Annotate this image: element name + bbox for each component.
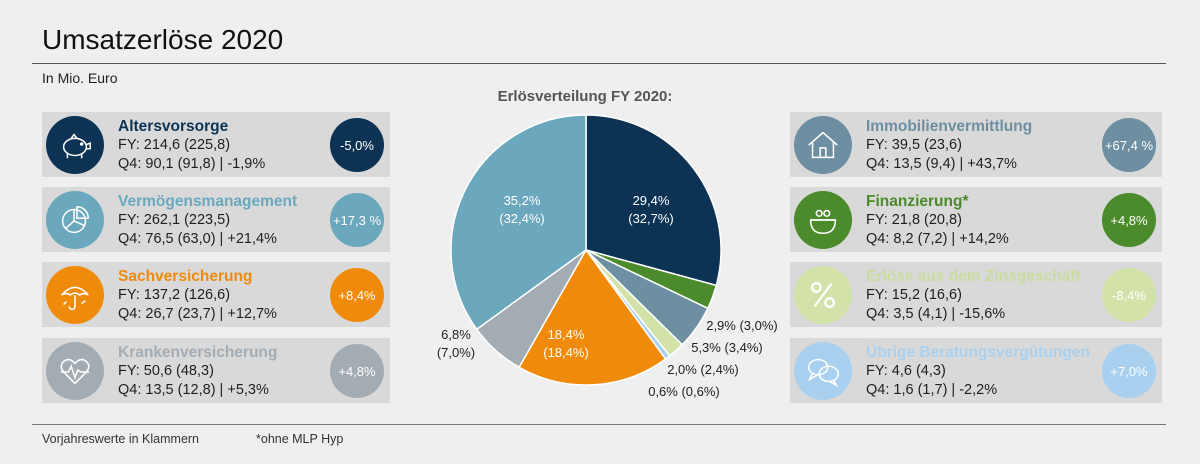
card-immobilienvermittlung: Immobilienvermittlung FY: 39,5 (23,6) Q4… (790, 112, 1162, 177)
card-name: Altersvorsorge (118, 118, 229, 135)
card-fy: FY: 21,8 (20,8) (866, 212, 962, 228)
card-q4: Q4: 76,5 (63,0) | +21,4% (118, 231, 277, 247)
change-badge: +17,3 % (330, 193, 384, 247)
heartbeat-icon (46, 342, 104, 400)
card-name: Vermögensmanagement (118, 193, 298, 210)
pie-slice-verm-gensmanagement (450, 114, 587, 331)
change-badge: +4,8% (330, 344, 384, 398)
card-q4: Q4: 1,6 (1,7) | -2,2% (866, 382, 998, 398)
pie-title: Erlösverteilung FY 2020: (497, 88, 673, 105)
card-q4: Q4: 90,1 (91,8) | -1,9% (118, 156, 266, 172)
card-fy: FY: 4,6 (4,3) (866, 363, 946, 379)
umbrella-icon (46, 266, 104, 324)
pie-slice-sachversicherung (518, 248, 667, 386)
title-divider (32, 63, 1166, 64)
card-name: Erlöse aus dem Zinsgeschäft (866, 268, 1081, 285)
footnote-mlp-hyp: *ohne MLP Hyp (256, 432, 344, 446)
pie-slice-altersvorsorge (585, 114, 722, 287)
slice-label: 18,4% (18,4%) (543, 327, 589, 360)
change-badge: +4,8% (1102, 193, 1156, 247)
card-fy: FY: 15,2 (16,6) (866, 287, 962, 303)
slice-label: 0,6% (0,6%) (648, 384, 720, 399)
pie-slice-immobilienvermittlung (585, 249, 709, 346)
card-zinsgeschaeft: Erlöse aus dem Zinsgeschäft FY: 15,2 (16… (790, 262, 1162, 327)
page-title: Umsatzerlöse 2020 (42, 24, 284, 55)
card-name: Finanzierung* (866, 193, 969, 210)
footer-divider (32, 424, 1166, 425)
change-badge: +67,4 % (1102, 118, 1156, 172)
card-uebrige-beratung: Übrige Beratungsvergütungen FY: 4,6 (4,3… (790, 338, 1162, 403)
coin-purse-icon (794, 191, 852, 249)
pie-slice-finanzierung (585, 249, 718, 310)
card-q4: Q4: 13,5 (9,4) | +43,7% (866, 156, 1017, 172)
card-fy: FY: 39,5 (23,6) (866, 137, 962, 153)
card-q4: Q4: 13,5 (12,8) | +5,3% (118, 382, 269, 398)
card-fy: FY: 50,6 (48,3) (118, 363, 214, 379)
change-badge: -5,0% (330, 118, 384, 172)
slice-label: 35,2% (32,4%) (499, 193, 545, 226)
card-fy: FY: 214,6 (225,8) (118, 137, 231, 153)
pie-slice-erl-se-aus-dem-zinsgesch-ft (585, 249, 684, 358)
card-q4: Q4: 3,5 (4,1) | -15,6% (866, 306, 1006, 322)
unit-label: In Mio. Euro (42, 70, 118, 86)
slice-label: 6,8% (7,0%) (437, 327, 475, 360)
pie-chart-icon (46, 191, 104, 249)
card-sachversicherung: Sachversicherung FY: 137,2 (126,6) Q4: 2… (42, 262, 390, 327)
speech-bubbles-icon (794, 342, 852, 400)
pie-slice--brige-beratungsverg-tungen (585, 249, 671, 361)
card-q4: Q4: 26,7 (23,7) | +12,7% (118, 306, 277, 322)
card-name: Sachversicherung (118, 268, 253, 285)
card-q4: Q4: 8,2 (7,2) | +14,2% (866, 231, 1009, 247)
card-finanzierung: Finanzierung* FY: 21,8 (20,8) Q4: 8,2 (7… (790, 187, 1162, 252)
change-badge: -8,4% (1102, 268, 1156, 322)
house-icon (794, 116, 852, 174)
card-fy: FY: 262,1 (223,5) (118, 212, 231, 228)
card-name: Immobilienvermittlung (866, 118, 1033, 135)
card-fy: FY: 137,2 (126,6) (118, 287, 231, 303)
slice-label: 2,9% (3,0%) (706, 318, 778, 333)
percent-icon (794, 266, 852, 324)
card-name: Krankenversicherung (118, 344, 278, 361)
slice-label: 29,4% (32,7%) (628, 193, 674, 226)
footnote-prior-year: Vorjahreswerte in Klammern (42, 432, 200, 446)
slice-label: 5,3% (3,4%) (691, 340, 763, 355)
card-krankenversicherung: Krankenversicherung FY: 50,6 (48,3) Q4: … (42, 338, 390, 403)
card-altersvorsorge: Altersvorsorge FY: 214,6 (225,8) Q4: 90,… (42, 112, 390, 177)
card-name: Übrige Beratungsvergütungen (866, 344, 1090, 361)
piggy-bank-icon (46, 116, 104, 174)
pie-slice-krankenversicherung (475, 249, 587, 369)
change-badge: +7,0% (1102, 344, 1156, 398)
change-badge: +8,4% (330, 268, 384, 322)
card-vermoegensmanagement: Vermögensmanagement FY: 262,1 (223,5) Q4… (42, 187, 390, 252)
slice-label: 2,0% (2,4%) (667, 362, 739, 377)
